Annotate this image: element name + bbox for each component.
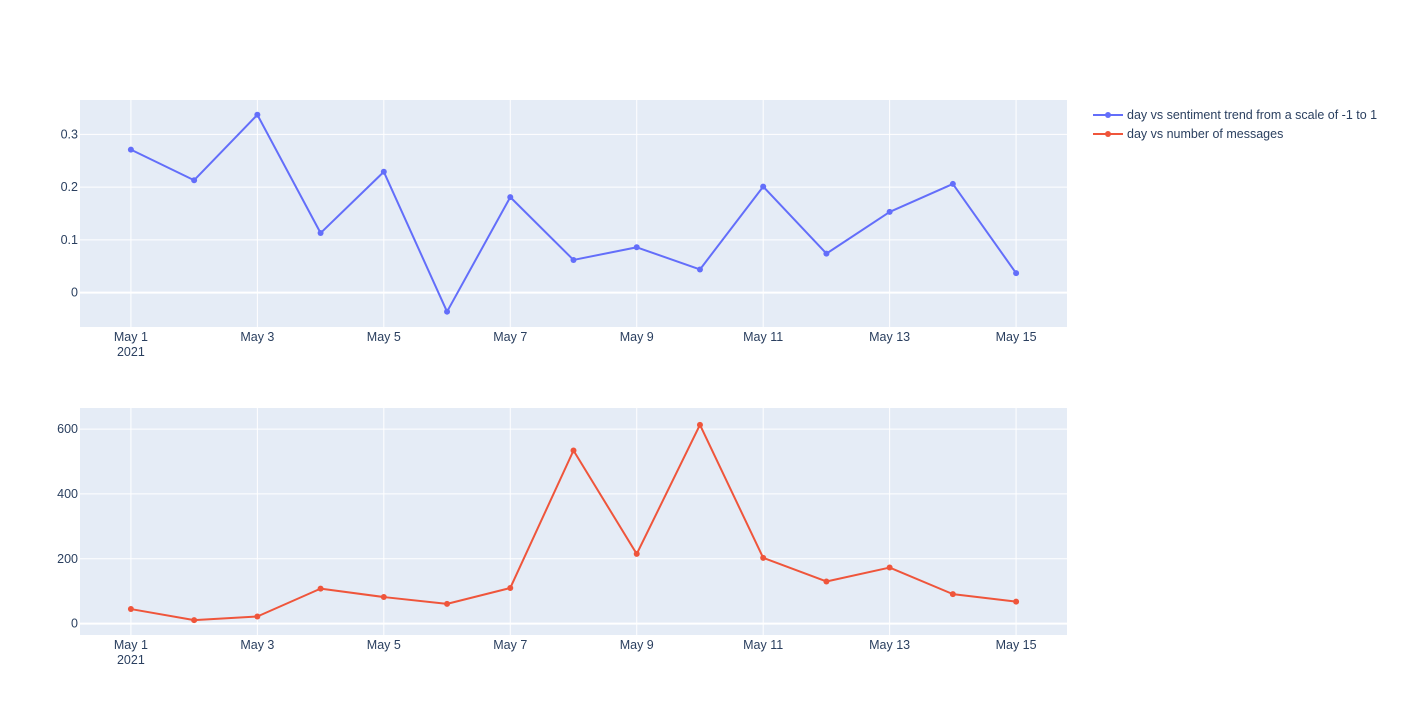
legend-label: day vs number of messages <box>1127 127 1283 141</box>
data-point[interactable] <box>886 564 893 571</box>
x-tick-label: May 9 <box>620 638 654 652</box>
data-point[interactable] <box>444 600 451 607</box>
x-tick-label: May 9 <box>620 330 654 344</box>
y-tick-label: 0.1 <box>61 233 78 247</box>
data-point[interactable] <box>1013 270 1020 277</box>
x-tick-label: May 15 <box>996 330 1037 344</box>
x-tick-label: May 7 <box>493 638 527 652</box>
data-point[interactable] <box>317 585 324 592</box>
legend-label: day vs sentiment trend from a scale of -… <box>1127 108 1377 122</box>
y-tick-label: 400 <box>57 487 78 501</box>
data-point[interactable] <box>127 146 134 153</box>
data-point[interactable] <box>1013 598 1020 605</box>
x-tick-label: May 1 <box>114 330 148 344</box>
data-point[interactable] <box>696 266 703 273</box>
x-tick-label: May 7 <box>493 330 527 344</box>
x-tick-year-label: 2021 <box>117 653 145 667</box>
x-tick-label: May 11 <box>743 638 783 652</box>
x-tick-label: May 1 <box>114 638 148 652</box>
legend-item[interactable]: day vs number of messages <box>1093 127 1283 141</box>
y-tick-label: 600 <box>57 422 78 436</box>
data-point[interactable] <box>823 578 830 585</box>
y-tick-label: 0 <box>71 617 78 631</box>
y-tick-label: 0.3 <box>61 127 78 141</box>
legend-marker <box>1105 112 1111 118</box>
data-point[interactable] <box>633 244 640 251</box>
data-point[interactable] <box>507 584 514 591</box>
data-point[interactable] <box>317 230 324 237</box>
y-tick-label: 0 <box>71 286 78 300</box>
data-point[interactable] <box>823 250 830 257</box>
data-point[interactable] <box>760 183 767 190</box>
data-point[interactable] <box>380 594 387 601</box>
data-point[interactable] <box>254 111 261 118</box>
data-point[interactable] <box>127 606 134 613</box>
x-tick-label: May 3 <box>240 330 274 344</box>
y-tick-label: 0.2 <box>61 180 78 194</box>
data-point[interactable] <box>254 613 261 620</box>
legend: day vs sentiment trend from a scale of -… <box>1093 108 1377 141</box>
x-tick-label: May 5 <box>367 638 401 652</box>
data-point[interactable] <box>570 447 577 454</box>
legend-item[interactable]: day vs sentiment trend from a scale of -… <box>1093 108 1377 122</box>
data-point[interactable] <box>886 208 893 215</box>
plot-area <box>80 408 1067 635</box>
x-tick-label: May 3 <box>240 638 274 652</box>
x-tick-label: May 5 <box>367 330 401 344</box>
x-tick-label: May 11 <box>743 330 783 344</box>
data-point[interactable] <box>633 550 640 557</box>
data-point[interactable] <box>570 256 577 263</box>
data-point[interactable] <box>760 554 767 561</box>
x-tick-label: May 13 <box>869 638 910 652</box>
data-point[interactable] <box>949 591 956 598</box>
data-point[interactable] <box>696 421 703 428</box>
data-point[interactable] <box>507 194 514 201</box>
data-point[interactable] <box>191 177 198 184</box>
plot-area <box>80 100 1067 327</box>
data-point[interactable] <box>949 180 956 187</box>
y-tick-label: 200 <box>57 552 78 566</box>
data-point[interactable] <box>191 617 198 624</box>
x-tick-year-label: 2021 <box>117 345 145 359</box>
legend-marker <box>1105 131 1111 137</box>
x-tick-label: May 15 <box>996 638 1037 652</box>
data-point[interactable] <box>444 308 451 315</box>
data-point[interactable] <box>380 168 387 175</box>
x-tick-label: May 13 <box>869 330 910 344</box>
